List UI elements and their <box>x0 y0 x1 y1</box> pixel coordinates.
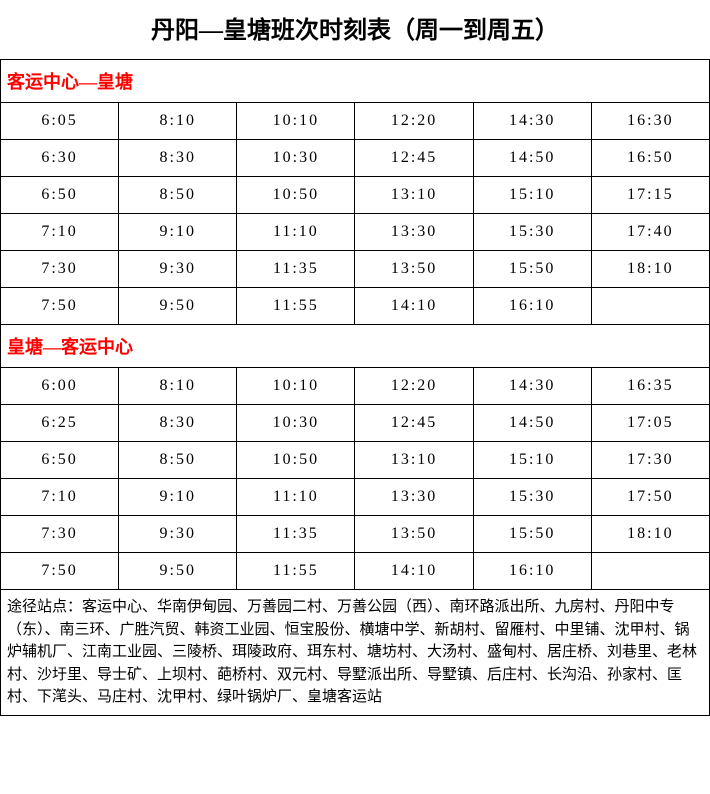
table-row: 6:508:5010:5013:1015:1017:30 <box>1 442 710 479</box>
time-cell: 10:50 <box>237 177 355 214</box>
time-cell: 6:25 <box>1 405 119 442</box>
table-row: 7:309:3011:3513:5015:5018:10 <box>1 251 710 288</box>
time-cell: 8:30 <box>119 140 237 177</box>
time-cell: 6:50 <box>1 442 119 479</box>
time-cell: 7:10 <box>1 214 119 251</box>
time-cell: 13:50 <box>355 516 473 553</box>
time-cell: 6:50 <box>1 177 119 214</box>
time-cell: 17:50 <box>591 479 709 516</box>
time-cell: 16:10 <box>473 288 591 325</box>
time-cell: 8:30 <box>119 405 237 442</box>
time-cell: 15:30 <box>473 214 591 251</box>
time-cell: 17:15 <box>591 177 709 214</box>
time-cell: 7:10 <box>1 479 119 516</box>
time-cell: 12:45 <box>355 405 473 442</box>
table-row: 6:258:3010:3012:4514:5017:05 <box>1 405 710 442</box>
time-cell: 15:50 <box>473 516 591 553</box>
time-cell: 13:10 <box>355 442 473 479</box>
table-row: 6:058:1010:1012:2014:3016:30 <box>1 103 710 140</box>
time-cell: 14:10 <box>355 288 473 325</box>
time-cell: 10:10 <box>237 103 355 140</box>
time-cell: 17:30 <box>591 442 709 479</box>
time-cell: 14:50 <box>473 405 591 442</box>
section1-header: 客运中心—皇塘 <box>1 60 710 103</box>
page-title: 丹阳—皇塘班次时刻表（周一到周五） <box>1 0 710 60</box>
time-cell: 8:10 <box>119 368 237 405</box>
time-cell: 7:30 <box>1 251 119 288</box>
time-cell: 10:30 <box>237 405 355 442</box>
time-cell: 9:10 <box>119 214 237 251</box>
time-cell: 18:10 <box>591 251 709 288</box>
time-cell: 13:10 <box>355 177 473 214</box>
time-cell: 9:30 <box>119 251 237 288</box>
time-cell: 9:30 <box>119 516 237 553</box>
time-cell: 13:50 <box>355 251 473 288</box>
time-cell: 14:10 <box>355 553 473 590</box>
table-row: 7:309:3011:3513:5015:5018:10 <box>1 516 710 553</box>
time-cell: 17:40 <box>591 214 709 251</box>
section1-rows: 6:058:1010:1012:2014:3016:306:308:3010:3… <box>1 103 710 325</box>
time-cell: 15:10 <box>473 177 591 214</box>
table-row: 6:008:1010:1012:2014:3016:35 <box>1 368 710 405</box>
time-cell: 15:30 <box>473 479 591 516</box>
time-cell: 7:30 <box>1 516 119 553</box>
time-cell: 6:05 <box>1 103 119 140</box>
time-cell: 16:35 <box>591 368 709 405</box>
table-row: 6:308:3010:3012:4514:5016:50 <box>1 140 710 177</box>
timetable: 丹阳—皇塘班次时刻表（周一到周五） 客运中心—皇塘 6:058:1010:101… <box>0 0 710 716</box>
section2-rows: 6:008:1010:1012:2014:3016:356:258:3010:3… <box>1 368 710 590</box>
time-cell: 11:55 <box>237 288 355 325</box>
time-cell: 8:50 <box>119 442 237 479</box>
time-cell: 13:30 <box>355 214 473 251</box>
time-cell: 8:10 <box>119 103 237 140</box>
time-cell: 18:10 <box>591 516 709 553</box>
time-cell: 13:30 <box>355 479 473 516</box>
time-cell: 12:20 <box>355 368 473 405</box>
time-cell: 12:20 <box>355 103 473 140</box>
table-row: 7:109:1011:1013:3015:3017:40 <box>1 214 710 251</box>
time-cell: 8:50 <box>119 177 237 214</box>
table-row: 7:509:5011:5514:1016:10 <box>1 553 710 590</box>
time-cell: 9:50 <box>119 553 237 590</box>
time-cell: 10:10 <box>237 368 355 405</box>
time-cell: 7:50 <box>1 553 119 590</box>
section2-header: 皇塘—客运中心 <box>1 325 710 368</box>
time-cell: 11:35 <box>237 516 355 553</box>
time-cell: 16:10 <box>473 553 591 590</box>
time-cell: 11:10 <box>237 479 355 516</box>
time-cell: 11:10 <box>237 214 355 251</box>
time-cell: 9:10 <box>119 479 237 516</box>
time-cell: 11:35 <box>237 251 355 288</box>
time-cell: 14:30 <box>473 103 591 140</box>
table-row: 6:508:5010:5013:1015:1017:15 <box>1 177 710 214</box>
time-cell: 12:45 <box>355 140 473 177</box>
time-cell: 7:50 <box>1 288 119 325</box>
time-cell: 16:50 <box>591 140 709 177</box>
time-cell: 10:50 <box>237 442 355 479</box>
time-cell: 15:10 <box>473 442 591 479</box>
table-row: 7:509:5011:5514:1016:10 <box>1 288 710 325</box>
time-cell: 15:50 <box>473 251 591 288</box>
footer-text: 途径站点：客运中心、华南伊甸园、万善园二村、万善公园（西）、南环路派出所、九房村… <box>1 590 710 716</box>
time-cell: 6:30 <box>1 140 119 177</box>
time-cell: 17:05 <box>591 405 709 442</box>
time-cell: 10:30 <box>237 140 355 177</box>
time-cell <box>591 288 709 325</box>
time-cell: 14:30 <box>473 368 591 405</box>
time-cell: 6:00 <box>1 368 119 405</box>
time-cell: 9:50 <box>119 288 237 325</box>
time-cell: 16:30 <box>591 103 709 140</box>
time-cell <box>591 553 709 590</box>
table-row: 7:109:1011:1013:3015:3017:50 <box>1 479 710 516</box>
time-cell: 14:50 <box>473 140 591 177</box>
time-cell: 11:55 <box>237 553 355 590</box>
